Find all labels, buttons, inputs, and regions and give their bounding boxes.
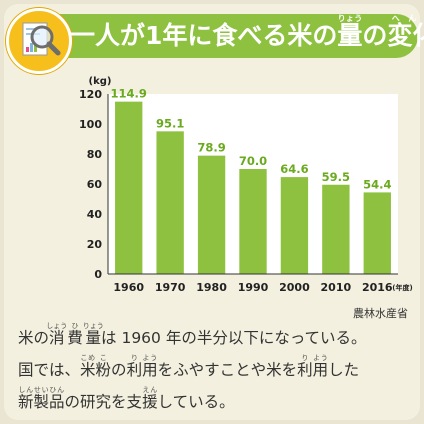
x-tick-label: 1970 [155,281,186,294]
bar-value-label: 54.4 [363,177,391,191]
y-tick-label: 0 [94,268,102,281]
y-tick-label: 60 [87,178,103,191]
title-ruby-henka: 変化へんか [387,14,424,50]
description: 米の消しょう費ひ量りょうは 1960 年の半分以下になっている。 国では、米こめ… [18,322,418,418]
x-tick-label: 1990 [238,281,269,294]
bar [239,169,267,274]
bar-value-label: 95.1 [156,116,184,130]
bar [197,155,226,274]
x-tick-label: 2016 [362,281,393,294]
title-text: 一人が1年に食べる米の [70,21,338,50]
y-tick-label: 40 [87,208,103,221]
title-ruby-ryou: 量りょう [337,14,363,50]
x-tick-label: 2010 [321,281,352,294]
x-tick-label: 1960 [113,281,144,294]
description-line-1: 米の消しょう費ひ量りょうは 1960 年の半分以下になっている。 [18,322,367,347]
title-text-mid: の [362,21,388,50]
ruby-en: 援えん [142,386,158,411]
bar-value-label: 59.5 [322,170,350,184]
bar-value-label: 64.6 [280,162,308,176]
bar [363,192,391,274]
x-tick-label: 2000 [279,281,310,294]
ruby-shouhiryou: 消しょう費ひ量りょう [46,322,104,347]
bar [156,131,184,274]
bar [115,101,143,275]
bar [280,177,309,274]
y-tick-label: 100 [79,118,102,131]
source-label: 農林水産省 [353,307,408,320]
bar-value-label: 70.0 [239,154,267,168]
y-tick-label: 20 [87,238,103,251]
x-tick-suffix: (年度) [392,283,412,292]
x-tick-label: 1980 [196,281,227,294]
description-line-2: 国では、米こめ粉この利り用ようをふやすことや米を利り用ようした [18,354,360,379]
ruby-riyou: 利り用よう [126,354,158,379]
magnifier-report-icon [6,8,72,74]
y-tick-label: 80 [87,148,103,161]
header-bar [28,14,418,58]
bar [322,184,350,274]
description-line-3: 新しん製せい品ひんの研究を支援えんしている。 [18,386,235,411]
bar-value-label: 114.9 [111,87,147,101]
y-tick-label: 120 [79,88,102,101]
bar-value-label: 78.9 [197,141,225,155]
page-title: 一人が1年に食べる米の量りょうの変化へんか [70,12,424,60]
ruby-komeko: 米こめ粉こ [80,354,112,379]
ruby-riyou: 利り用よう [297,354,329,379]
y-axis-unit: (kg) [89,76,112,87]
ruby-shinseihin: 新しん製せい品ひん [18,386,65,411]
bar-chart: 0 20 40 60 80 100 120 (kg) 114.9 1960 95.1 1970 78.9… [68,72,413,322]
